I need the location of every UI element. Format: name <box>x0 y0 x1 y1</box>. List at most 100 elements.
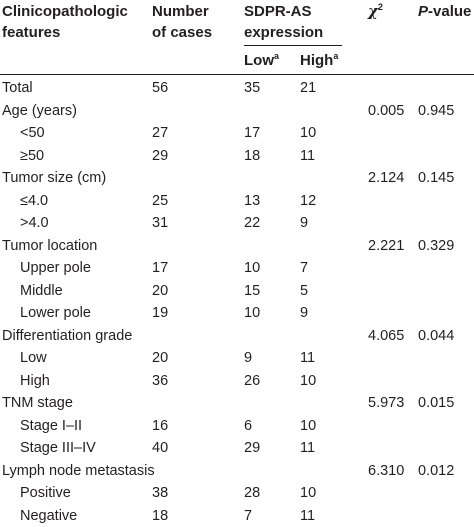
row-cases: 40 <box>152 440 169 456</box>
row-low: 10 <box>244 260 261 276</box>
row-label: Negative <box>20 507 78 524</box>
row-cases: 20 <box>152 350 169 366</box>
row-high: 11 <box>300 440 316 456</box>
chi-symbol: χ <box>368 2 378 20</box>
table-row: Lymph node metastasis 6.310 0.012 <box>0 459 474 482</box>
header-features-line1: Clinicopathologic <box>2 3 128 20</box>
header-chi-square: χ2 <box>368 1 383 22</box>
table-row: Differentiation grade 4.065 0.044 <box>0 324 474 347</box>
row-low: 26 <box>244 372 261 389</box>
row-low: 6 <box>244 417 253 434</box>
row-low: 13 <box>244 192 261 209</box>
table-row: Lower pole 19 10 9 <box>0 301 474 324</box>
subheader-low-text: Low <box>244 52 274 69</box>
row-high: 7 <box>300 260 309 276</box>
row-chi-square: 5.973 <box>368 395 405 411</box>
header-p-value: P-value <box>418 1 471 22</box>
row-p-value: 0.945 <box>418 102 455 119</box>
table-row: ≥50 29 18 11 <box>0 144 474 167</box>
row-high: 21 <box>300 80 317 96</box>
row-low: 15 <box>244 282 261 299</box>
row-p-value: 0.145 <box>418 170 455 186</box>
table-row: Total 56 35 21 <box>0 76 474 99</box>
header-cases-line1: Number <box>152 3 209 20</box>
table-row: ≤4.0 25 13 12 <box>0 189 474 212</box>
row-low: 9 <box>244 350 253 366</box>
expression-subheader-rule <box>244 45 342 46</box>
table-row: Tumor size (cm) 2.124 0.145 <box>0 166 474 189</box>
row-cases: 20 <box>152 282 169 299</box>
row-high: 12 <box>300 192 317 209</box>
row-low: 10 <box>244 305 261 321</box>
table-row: Low 20 9 11 <box>0 346 474 369</box>
header-features-line2: features <box>2 24 61 41</box>
row-p-value: 0.329 <box>418 237 455 254</box>
header-expression: SDPR-AS expression <box>244 1 323 43</box>
table-row: Positive 38 28 10 <box>0 481 474 504</box>
row-cases: 17 <box>152 260 169 276</box>
table-row: Middle 20 15 5 <box>0 279 474 302</box>
row-label: Tumor size (cm) <box>2 170 107 186</box>
row-p-value: 0.044 <box>418 327 455 344</box>
header-bottom-rule <box>0 74 474 75</box>
row-low: 35 <box>244 80 261 96</box>
subheader-high-sup: a <box>333 51 339 61</box>
header-expression-line1: SDPR-AS <box>244 3 312 20</box>
row-label: Total <box>2 80 33 96</box>
header-expression-line2: expression <box>244 24 324 41</box>
row-label: Positive <box>20 485 71 501</box>
row-low: 28 <box>244 485 261 501</box>
table-row: High 36 26 10 <box>0 369 474 392</box>
header-cases: Number of cases <box>152 1 212 43</box>
row-cases: 56 <box>152 80 169 96</box>
row-high: 9 <box>300 215 309 231</box>
row-label: ≤4.0 <box>20 192 49 209</box>
row-low: 7 <box>244 507 253 524</box>
row-label: Lower pole <box>20 305 91 321</box>
row-low: 22 <box>244 215 261 231</box>
table-row: >4.0 31 22 9 <box>0 211 474 234</box>
row-cases: 38 <box>152 485 169 501</box>
row-high: 10 <box>300 417 317 434</box>
row-label: Stage I–II <box>20 417 83 434</box>
row-label: <50 <box>20 125 45 141</box>
row-high: 9 <box>300 305 309 321</box>
row-p-value: 0.012 <box>418 462 455 479</box>
row-high: 11 <box>300 350 316 366</box>
row-cases: 31 <box>152 215 169 231</box>
row-high: 10 <box>300 125 317 141</box>
row-cases: 27 <box>152 125 169 141</box>
row-chi-square: 6.310 <box>368 462 405 479</box>
row-cases: 18 <box>152 507 169 524</box>
row-cases: 29 <box>152 147 169 164</box>
row-label: Differentiation grade <box>2 327 133 344</box>
row-label: Upper pole <box>20 260 91 276</box>
row-cases: 25 <box>152 192 169 209</box>
table-row: Upper pole 17 10 7 <box>0 256 474 279</box>
row-label: ≥50 <box>20 147 45 164</box>
subheader-high: Higha <box>300 50 338 71</box>
row-cases: 36 <box>152 372 169 389</box>
row-low: 29 <box>244 440 261 456</box>
row-high: 10 <box>300 372 317 389</box>
row-high: 11 <box>300 507 316 524</box>
row-label: Tumor location <box>2 237 98 254</box>
chi-superscript: 2 <box>377 2 383 12</box>
subheader-high-text: High <box>300 52 334 69</box>
row-label: Low <box>20 350 47 366</box>
row-label: Stage III–IV <box>20 440 96 456</box>
row-chi-square: 0.005 <box>368 102 405 119</box>
row-chi-square: 2.124 <box>368 170 405 186</box>
table-row: Stage III–IV 40 29 11 <box>0 436 474 459</box>
table-row: Age (years) 0.005 0.945 <box>0 99 474 122</box>
table-row: <50 27 17 10 <box>0 121 474 144</box>
header-cases-line2: of cases <box>152 24 213 41</box>
row-chi-square: 4.065 <box>368 327 405 344</box>
row-low: 17 <box>244 125 261 141</box>
row-high: 11 <box>300 147 316 164</box>
row-label: >4.0 <box>20 215 49 231</box>
header-features: Clinicopathologic features <box>2 1 128 43</box>
row-cases: 19 <box>152 305 169 321</box>
row-label: High <box>20 372 50 389</box>
row-label: Age (years) <box>2 102 77 119</box>
